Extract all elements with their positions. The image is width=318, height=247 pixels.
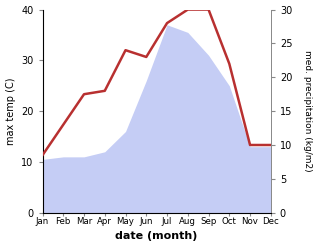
X-axis label: date (month): date (month)	[115, 231, 198, 242]
Y-axis label: max temp (C): max temp (C)	[5, 77, 16, 145]
Y-axis label: med. precipitation (kg/m2): med. precipitation (kg/m2)	[303, 50, 313, 172]
